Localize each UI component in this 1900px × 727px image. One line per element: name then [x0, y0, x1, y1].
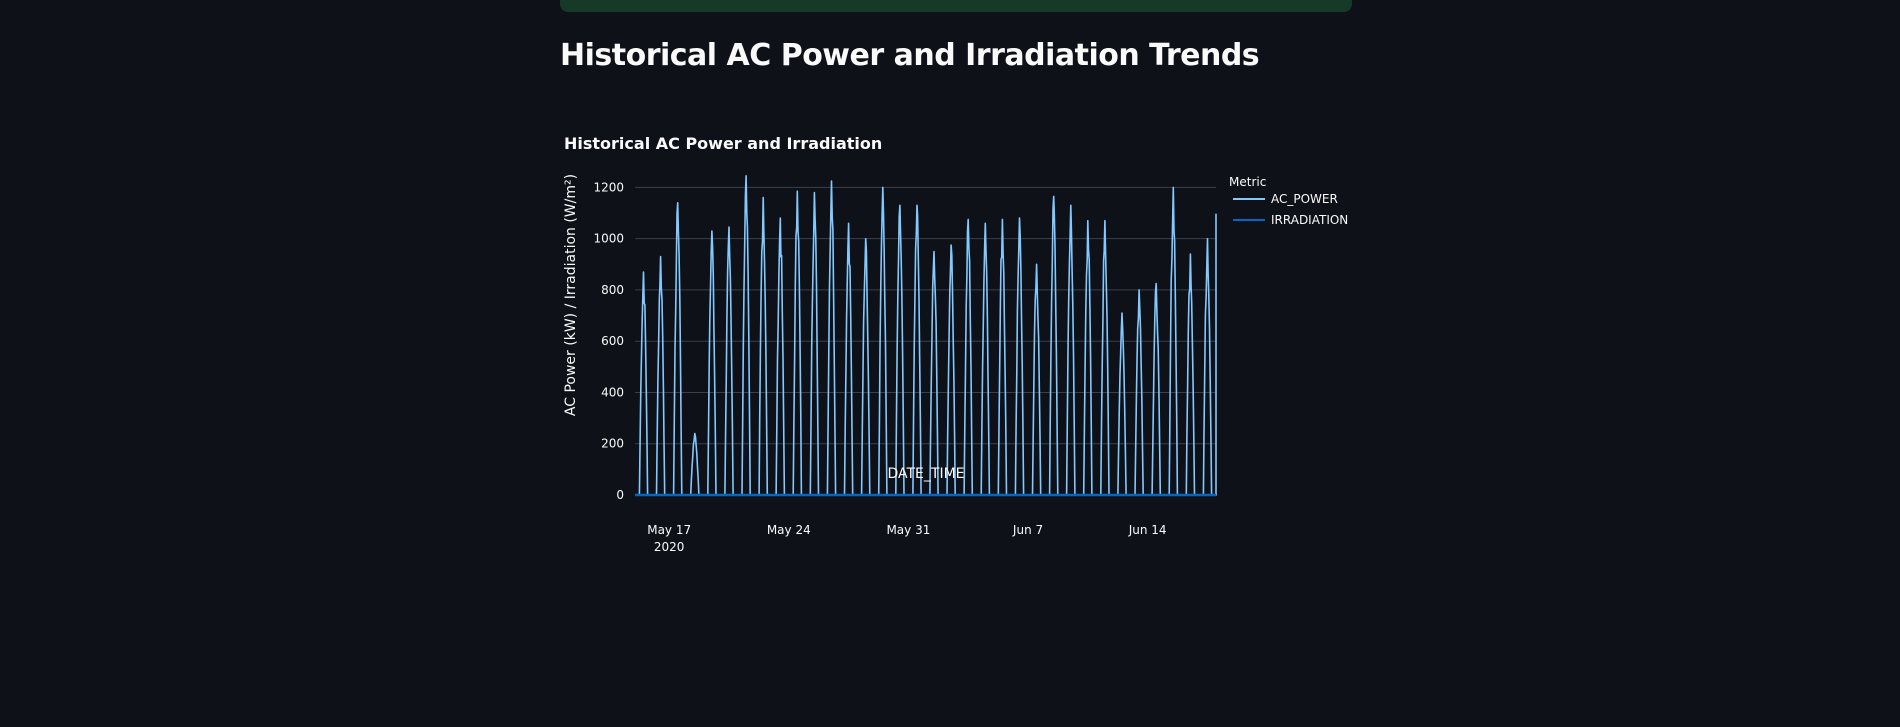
chart-container[interactable]: Historical AC Power and Irradiation 0 200… [560, 120, 1360, 600]
series-lines[interactable] [635, 176, 1216, 495]
x-tick-label: Jun 14 [1128, 523, 1167, 537]
y-axis-label: AC Power (kW) / Irradiation (W/m²) [563, 174, 579, 416]
series-line-ac-power[interactable] [639, 176, 1216, 495]
legend-item-ac-power[interactable]: AC_POWER [1233, 192, 1338, 206]
y-tick-label: 200 [601, 437, 624, 451]
y-axis-ticks: 0 200 400 600 800 1000 1200 [593, 180, 624, 502]
legend-item-irradiation[interactable]: IRRADIATION [1233, 213, 1348, 227]
x-tick-sublabel: 2020 [654, 540, 685, 554]
legend-label-ac-power: AC_POWER [1271, 192, 1338, 206]
legend[interactable]: Metric AC_POWER IRRADIATION [1229, 175, 1348, 227]
y-tick-label: 0 [616, 488, 624, 502]
x-tick-label: Jun 7 [1012, 523, 1043, 537]
gridlines [635, 187, 1216, 443]
x-tick-label: May 31 [886, 523, 930, 537]
legend-label-irradiation: IRRADIATION [1271, 213, 1348, 227]
chart-title: Historical AC Power and Irradiation [564, 134, 882, 153]
x-axis-label: DATE_TIME [887, 466, 964, 482]
x-tick-label: May 17 [647, 523, 691, 537]
y-tick-label: 800 [601, 283, 624, 297]
y-tick-label: 600 [601, 334, 624, 348]
legend-title: Metric [1229, 175, 1266, 189]
page-title: Historical AC Power and Irradiation Tren… [560, 38, 1259, 73]
top-banner [560, 0, 1352, 12]
x-axis-ticks: May 17 2020 May 24 May 31 Jun 7 Jun 14 [647, 523, 1166, 554]
x-tick-label: May 24 [767, 523, 811, 537]
y-tick-label: 400 [601, 385, 624, 399]
y-tick-label: 1200 [593, 180, 624, 194]
line-chart[interactable]: Historical AC Power and Irradiation 0 200… [560, 120, 1360, 600]
y-tick-label: 1000 [593, 232, 624, 246]
